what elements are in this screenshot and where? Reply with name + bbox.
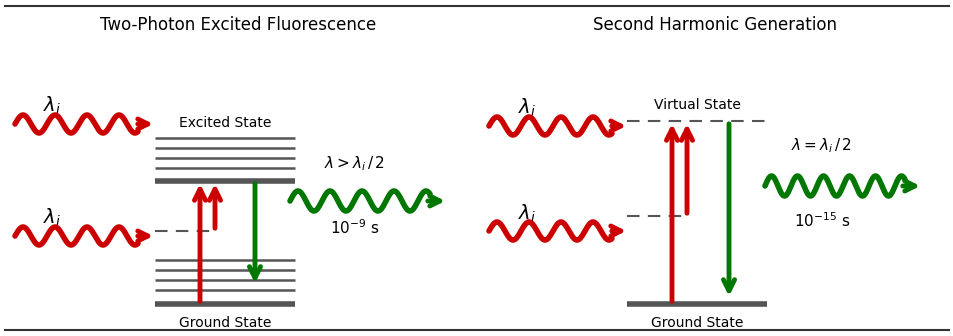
Text: Virtual State: Virtual State <box>653 98 740 112</box>
Text: $\lambda_i$: $\lambda_i$ <box>517 97 536 119</box>
Text: $10^{-9}$ s: $10^{-9}$ s <box>330 219 379 237</box>
Text: $\lambda_i$: $\lambda_i$ <box>43 207 61 229</box>
Text: $\lambda_i$: $\lambda_i$ <box>43 95 61 117</box>
Text: $\lambda = \lambda_i\,/\,2$: $\lambda = \lambda_i\,/\,2$ <box>791 137 852 155</box>
Text: $10^{-15}$ s: $10^{-15}$ s <box>793 212 849 230</box>
Text: Second Harmonic Generation: Second Harmonic Generation <box>593 16 837 34</box>
Text: Ground State: Ground State <box>650 316 742 330</box>
Text: $\lambda > \lambda_i\,/\,2$: $\lambda > \lambda_i\,/\,2$ <box>324 155 385 173</box>
Text: Ground State: Ground State <box>178 316 271 330</box>
Text: $\lambda_i$: $\lambda_i$ <box>517 203 536 225</box>
Text: Two-Photon Excited Fluorescence: Two-Photon Excited Fluorescence <box>100 16 376 34</box>
Text: Excited State: Excited State <box>178 116 271 130</box>
